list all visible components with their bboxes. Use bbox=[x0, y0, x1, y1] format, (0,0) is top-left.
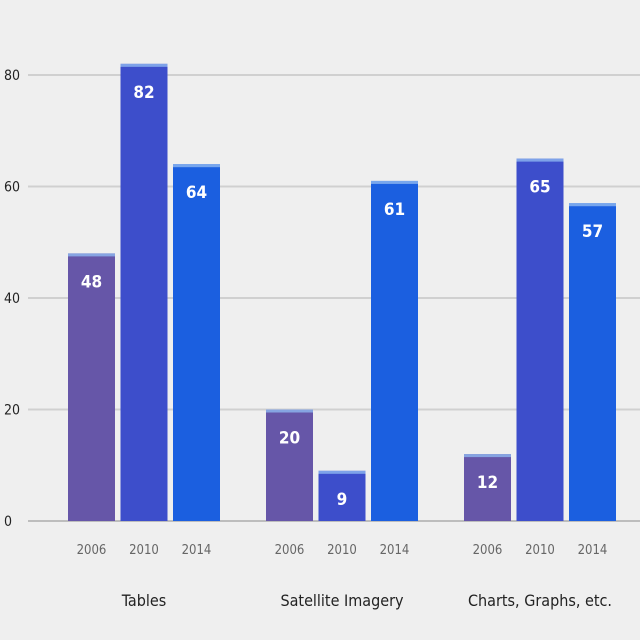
y-tick-label: 60 bbox=[4, 180, 20, 196]
bar-top-highlight bbox=[516, 158, 564, 162]
x-tick-label-year: 2010 bbox=[129, 543, 159, 558]
data-label: 82 bbox=[133, 83, 154, 103]
bar bbox=[120, 63, 168, 521]
category-label: Tables bbox=[121, 591, 166, 610]
x-tick-label-year: 2014 bbox=[182, 543, 212, 558]
data-label: 9 bbox=[337, 490, 348, 510]
y-tick-label: 20 bbox=[4, 403, 20, 419]
bar-top-highlight bbox=[68, 253, 115, 257]
bar bbox=[266, 409, 313, 521]
data-label: 12 bbox=[477, 473, 498, 493]
y-tick-label: 80 bbox=[4, 68, 20, 84]
x-tick-label-year: 2014 bbox=[578, 543, 608, 558]
bar-top-highlight bbox=[569, 203, 616, 207]
bar bbox=[371, 180, 418, 522]
bar bbox=[464, 454, 511, 521]
x-tick-label-year: 2014 bbox=[380, 543, 410, 558]
bar-top-highlight bbox=[464, 454, 511, 458]
bar-top-highlight bbox=[266, 409, 313, 413]
bar bbox=[173, 164, 220, 521]
bar bbox=[516, 158, 564, 521]
category-label: Satellite Imagery bbox=[280, 591, 404, 610]
data-label: 48 bbox=[81, 272, 102, 292]
bar bbox=[318, 470, 366, 521]
bar-top-highlight bbox=[371, 180, 418, 184]
x-tick-label-year: 2010 bbox=[525, 543, 555, 558]
category-label: Charts, Graphs, etc. bbox=[468, 591, 612, 610]
data-label: 57 bbox=[582, 222, 603, 242]
x-tick-label-year: 2006 bbox=[275, 543, 305, 558]
x-tick-label-year: 2006 bbox=[473, 543, 503, 558]
bar bbox=[569, 203, 616, 521]
bar-top-highlight bbox=[173, 164, 220, 168]
data-label: 64 bbox=[186, 183, 207, 203]
y-tick-label: 0 bbox=[4, 514, 12, 530]
bar-top-highlight bbox=[318, 470, 366, 474]
bar-top-highlight bbox=[120, 63, 168, 67]
y-tick-label: 40 bbox=[4, 291, 20, 307]
x-tick-label-year: 2010 bbox=[327, 543, 357, 558]
data-label: 65 bbox=[529, 178, 550, 198]
x-tick-label-year: 2006 bbox=[77, 543, 107, 558]
bar bbox=[68, 253, 115, 521]
data-label: 20 bbox=[279, 429, 300, 449]
data-label: 61 bbox=[384, 200, 405, 220]
